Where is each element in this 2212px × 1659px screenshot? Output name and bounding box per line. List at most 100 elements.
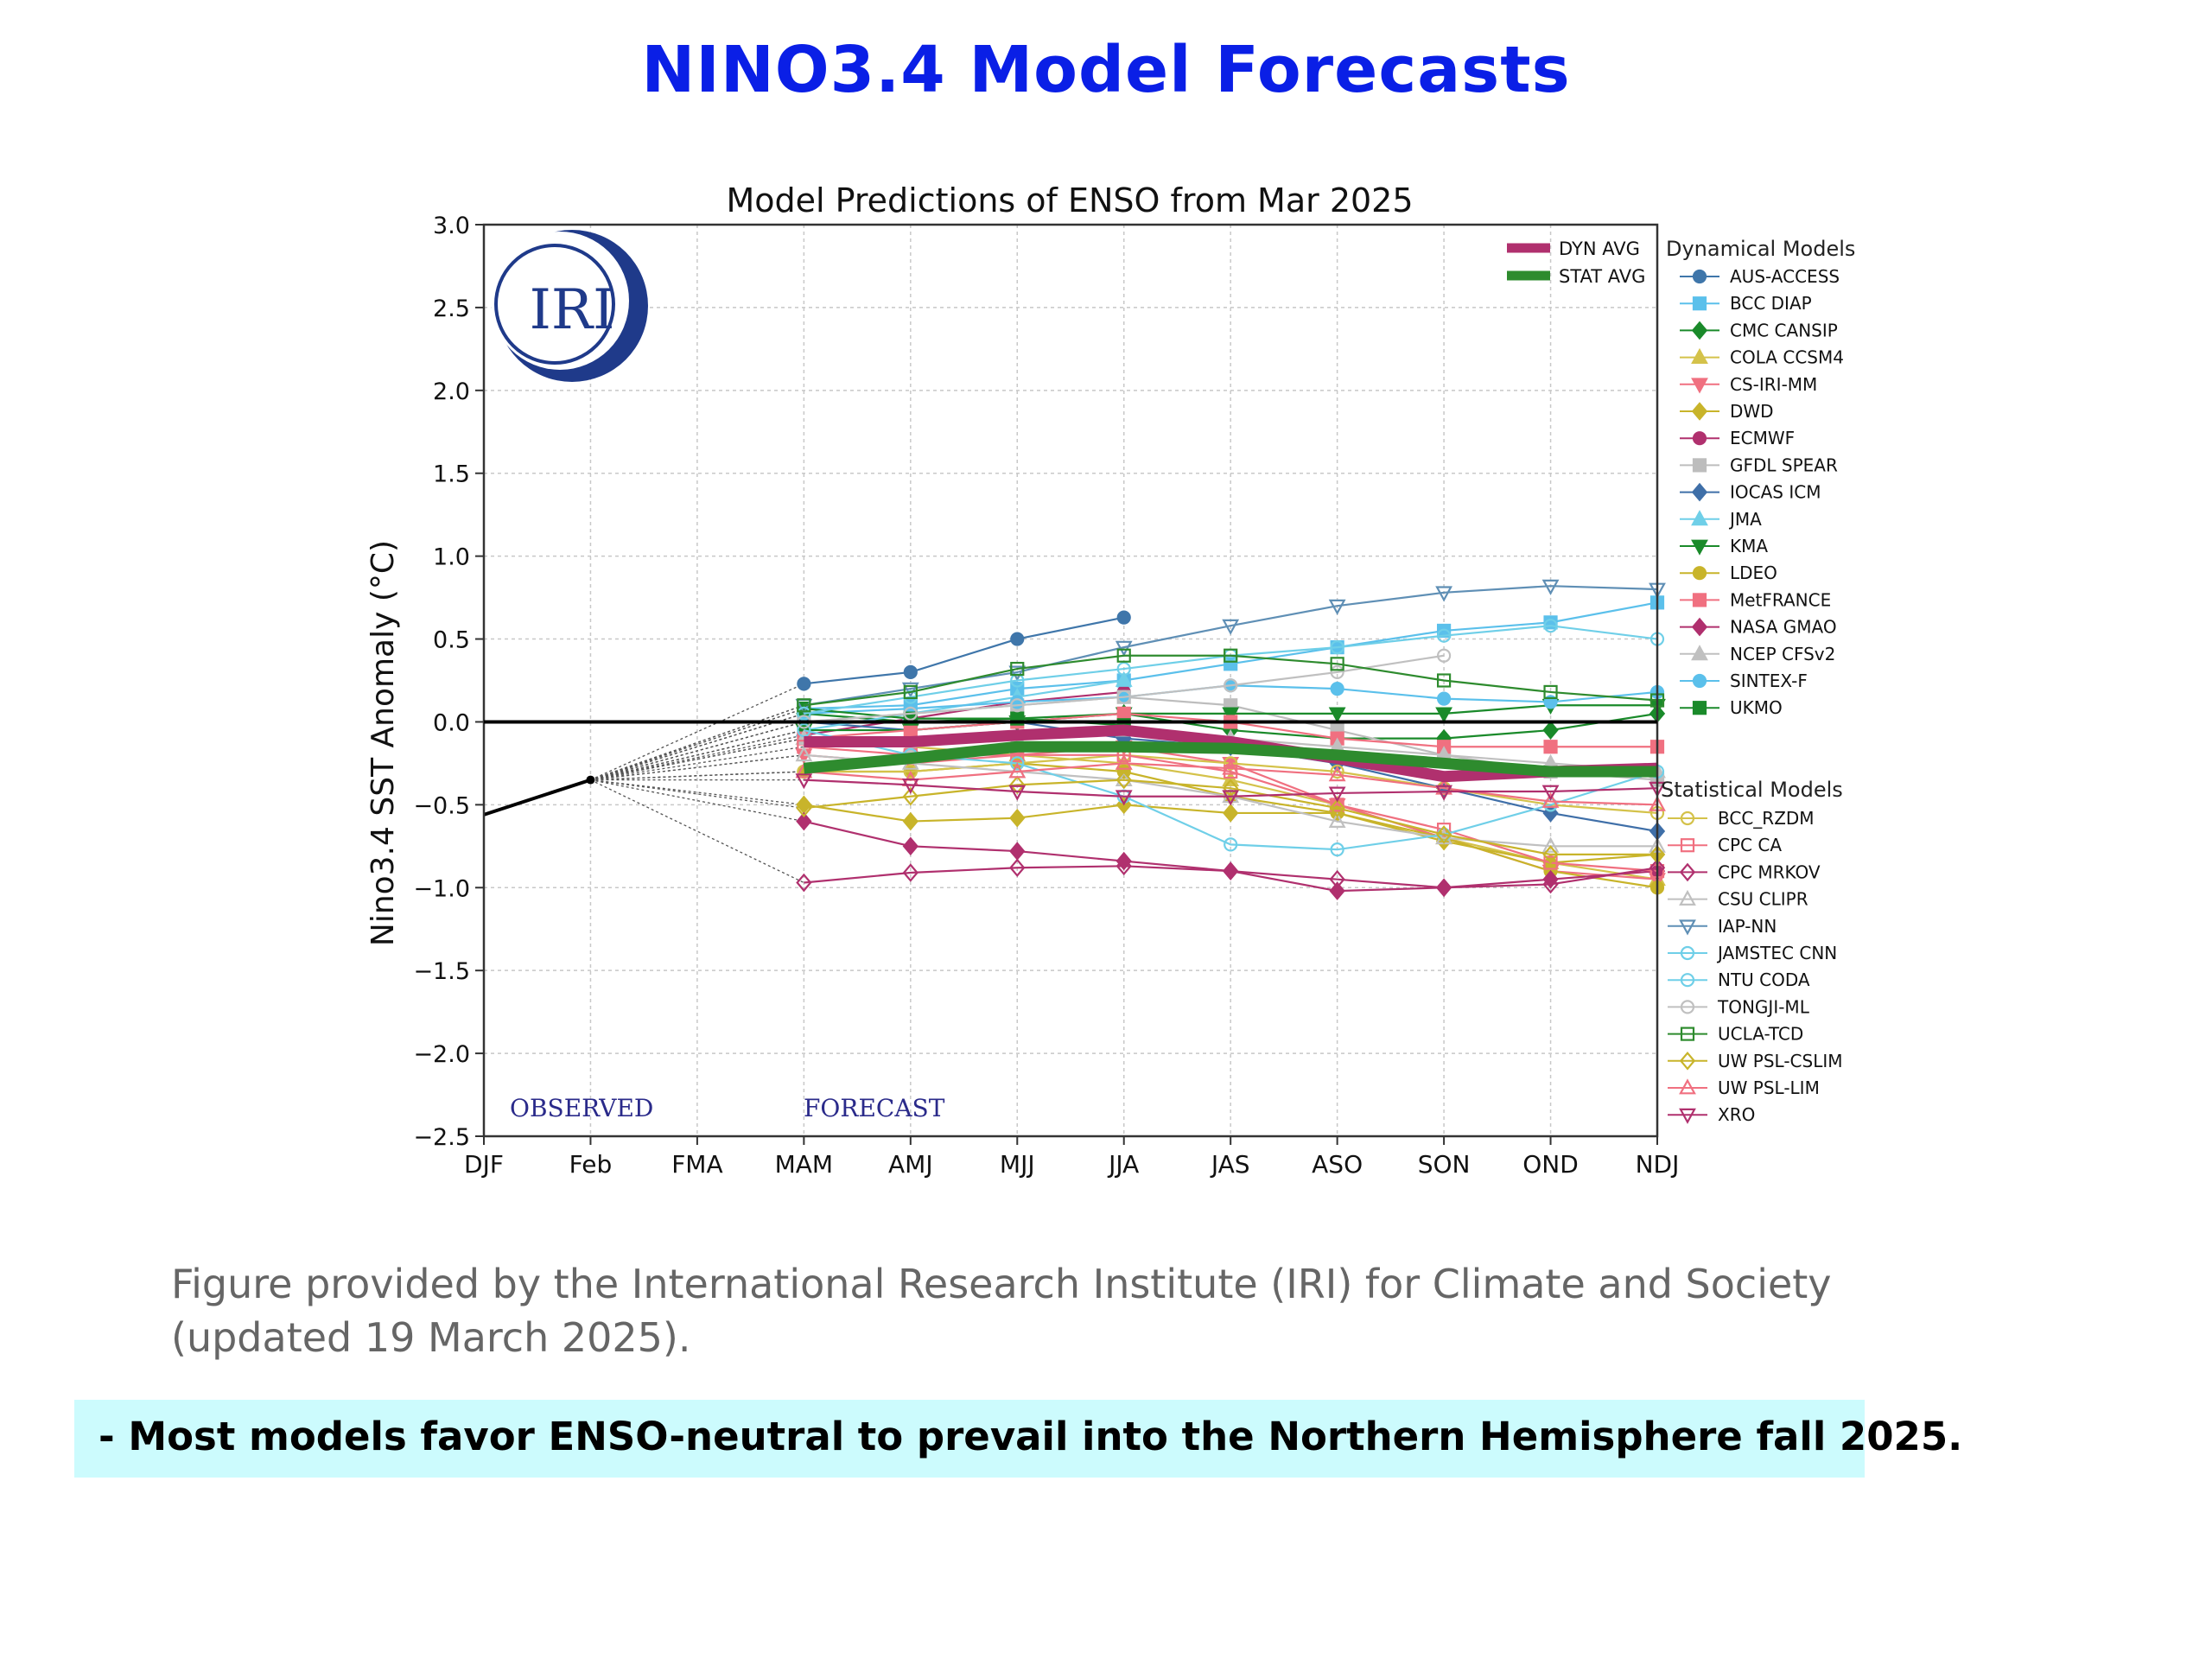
data-point (1222, 619, 1240, 635)
data-point (1330, 657, 1344, 671)
data-point (1115, 790, 1133, 806)
data-point (1542, 869, 1559, 889)
legend-marker (1691, 402, 1708, 421)
legend-label: JMA (1728, 509, 1762, 530)
x-tick-label: OND (1522, 1150, 1579, 1179)
legend-marker (1691, 539, 1708, 556)
data-point (903, 722, 918, 738)
grid (483, 224, 1658, 1137)
legend-marker (1692, 269, 1707, 284)
forecast-fan-line (590, 729, 804, 781)
legend-label: SINTEX-F (1730, 671, 1808, 691)
data-point (1224, 678, 1238, 693)
legend-item: XRO (1668, 1104, 1755, 1125)
data-point (1116, 690, 1131, 704)
legend-label: UW PSL-CSLIM (1718, 1051, 1843, 1071)
legend-marker (1691, 617, 1708, 637)
data-point (902, 786, 918, 806)
summary-callout-text: - Most models favor ENSO-neutral to prev… (99, 1414, 1963, 1459)
series-line (804, 654, 1445, 723)
figure-caption: Figure provided by the International Res… (171, 1261, 1832, 1361)
legend-marker (1679, 1078, 1696, 1095)
legend-item: IAP-NN (1668, 916, 1777, 937)
data-point (1116, 661, 1131, 677)
data-point (1328, 786, 1346, 803)
y-tick-label: 1.5 (433, 461, 470, 488)
data-point (1116, 648, 1131, 663)
data-point (1010, 661, 1025, 677)
legend-label: UKMO (1730, 697, 1783, 718)
data-point (1435, 785, 1452, 801)
legend-label: CMC CANSIP (1730, 320, 1838, 340)
legend-marker (1691, 645, 1708, 661)
legend-marker (1679, 862, 1696, 882)
legend-item: CMC CANSIP (1680, 320, 1838, 340)
x-tick-label: Feb (569, 1150, 613, 1179)
data-point (1436, 648, 1452, 663)
data-point (903, 684, 918, 700)
legend-marker (1680, 1027, 1695, 1041)
data-point (1541, 785, 1560, 801)
series-uw-psl-cslim (796, 770, 1666, 864)
average-legend: DYN AVG STAT AVG (1507, 238, 1645, 287)
data-point (795, 746, 813, 762)
series-line (804, 865, 1658, 889)
legend-item: CSU CLIPR (1668, 889, 1808, 910)
data-point (1328, 599, 1346, 615)
iri-logo: IRI (491, 230, 648, 382)
legend-label: CPC CA (1718, 835, 1782, 855)
legend-item: AUS-ACCESS (1680, 266, 1840, 287)
series-line (804, 779, 1657, 856)
data-point (1435, 586, 1452, 602)
y-tick-label: 3.0 (433, 213, 470, 239)
chart-title: Model Predictions of ENSO from Mar 2025 (726, 181, 1413, 219)
series-tongji-ml (797, 648, 1452, 729)
legend-label: UCLA-TCD (1718, 1024, 1803, 1045)
legend-marker (1691, 482, 1708, 502)
legend-label: DWD (1730, 401, 1774, 422)
legend-label: NTU CODA (1718, 969, 1810, 990)
data-point (1008, 762, 1027, 779)
data-point (1330, 764, 1344, 779)
data-point (1010, 698, 1025, 713)
data-point (1330, 640, 1344, 655)
data-point (901, 778, 919, 795)
x-tick-label: FMA (671, 1150, 722, 1179)
forecast-fan-line (590, 713, 804, 781)
legend-label: NCEP CFSv2 (1730, 644, 1835, 664)
data-point (901, 682, 919, 698)
legend-label: TONGJI-ML (1717, 996, 1810, 1017)
data-point (1436, 623, 1452, 639)
legend-label: MetFRANCE (1730, 589, 1831, 610)
legend-item: CPC MRKOV (1668, 861, 1821, 882)
data-point (1541, 836, 1560, 853)
legend-marker (1680, 1000, 1695, 1014)
series-xro (795, 773, 1666, 806)
data-point (1115, 640, 1133, 657)
legend-item: ECMWF (1680, 428, 1795, 448)
series-line (804, 753, 1658, 815)
data-point (1543, 619, 1558, 633)
legend-label: STAT AVG (1559, 266, 1645, 287)
legend-label: CSU CLIPR (1718, 889, 1808, 910)
data-point (1116, 856, 1132, 876)
legend-label: BCC DIAP (1730, 293, 1812, 314)
legend-item: KMA (1680, 536, 1768, 556)
data-point (1329, 881, 1345, 900)
data-point (1542, 845, 1559, 864)
data-point (1435, 878, 1452, 898)
series-line (804, 762, 1658, 806)
data-point (1116, 770, 1132, 790)
observed-label: OBSERVED (510, 1094, 653, 1122)
data-point (1224, 648, 1238, 663)
legend-item: LDEO (1680, 563, 1777, 583)
data-point (1543, 855, 1558, 870)
legend-marker (1691, 378, 1708, 394)
legend-marker (1679, 919, 1696, 936)
legend-marker (1692, 566, 1707, 581)
legend-item: CPC CA (1668, 835, 1782, 855)
data-point (1436, 691, 1452, 706)
forecast-fan-line (590, 771, 804, 781)
legend-label: GFDL SPEAR (1730, 454, 1838, 475)
legend-marker (1692, 431, 1707, 446)
